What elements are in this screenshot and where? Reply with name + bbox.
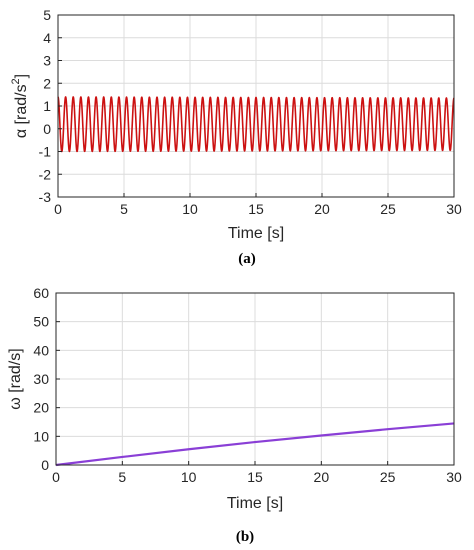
- y-tick-label: 0: [41, 457, 49, 473]
- y-axis-label-a-sup: 2: [10, 78, 22, 84]
- x-axis-label-b: Time [s]: [227, 495, 283, 512]
- x-tick-label: 30: [446, 469, 462, 485]
- x-tick-label: 10: [181, 469, 197, 485]
- x-tick-label: 20: [314, 201, 330, 217]
- y-tick-label: 4: [43, 30, 51, 46]
- x-tick-label: 0: [54, 201, 62, 217]
- x-tick-label: 20: [314, 469, 330, 485]
- x-axis-label-a: Time [s]: [228, 225, 284, 242]
- x-tick-label: 30: [446, 201, 462, 217]
- x-tick-label: 25: [380, 201, 396, 217]
- y-ticks-b: 0 10 20 30 40 50 60: [33, 285, 60, 473]
- x-tick-label: 5: [120, 201, 128, 217]
- x-tick-label: 0: [52, 469, 60, 485]
- y-tick-label: 30: [33, 371, 49, 387]
- y-tick-label: 2: [43, 75, 51, 91]
- y-axis-label-a-main: α [rad/s: [13, 84, 30, 138]
- y-tick-label: 40: [33, 342, 49, 358]
- grid-b: [55, 292, 455, 466]
- y-ticks-a: -3 -2 -1 0 1 2 3 4 5: [39, 7, 62, 205]
- chart-panel-a: 0 5 10 15 20 25 30 -3 -2 -1 0 1 2 3 4 5 Time [s] α [ra…: [10, 7, 462, 267]
- series-line: [55, 422, 455, 467]
- y-axis-label-a-end: ]: [13, 74, 30, 78]
- x-tick-label: 15: [248, 201, 264, 217]
- y-tick-label: 60: [33, 285, 49, 301]
- y-tick-label: 10: [33, 428, 49, 444]
- series-a: [57, 96, 455, 153]
- x-ticks-b: 0 5 10 15 20 25 30: [52, 461, 462, 485]
- x-tick-label: 15: [247, 469, 263, 485]
- caption-a: (a): [238, 251, 256, 267]
- y-axis-label-a: α [rad/s2]: [10, 74, 30, 138]
- y-tick-label: 1: [43, 98, 51, 114]
- x-ticks-a: 0 5 10 15 20 25 30: [54, 193, 462, 217]
- y-axis-label-b: ω [rad/s]: [7, 348, 24, 409]
- y-tick-label: 5: [43, 7, 51, 23]
- y-tick-label: 20: [33, 400, 49, 416]
- y-tick-label: 50: [33, 314, 49, 330]
- chart-panel-b: 0 5 10 15 20 25 30 0 10 20 30 40 50 60 Time [s] ω [r…: [7, 285, 462, 545]
- y-tick-label: 3: [43, 53, 51, 69]
- y-tick-label: -2: [39, 166, 52, 182]
- y-tick-label: 0: [43, 121, 51, 137]
- series-line: [57, 96, 455, 153]
- y-tick-label: -1: [39, 144, 52, 160]
- caption-b: (b): [236, 529, 254, 545]
- x-tick-label: 10: [182, 201, 198, 217]
- series-b: [55, 422, 455, 467]
- x-tick-label: 25: [380, 469, 396, 485]
- x-tick-label: 5: [118, 469, 126, 485]
- y-tick-label: -3: [39, 189, 52, 205]
